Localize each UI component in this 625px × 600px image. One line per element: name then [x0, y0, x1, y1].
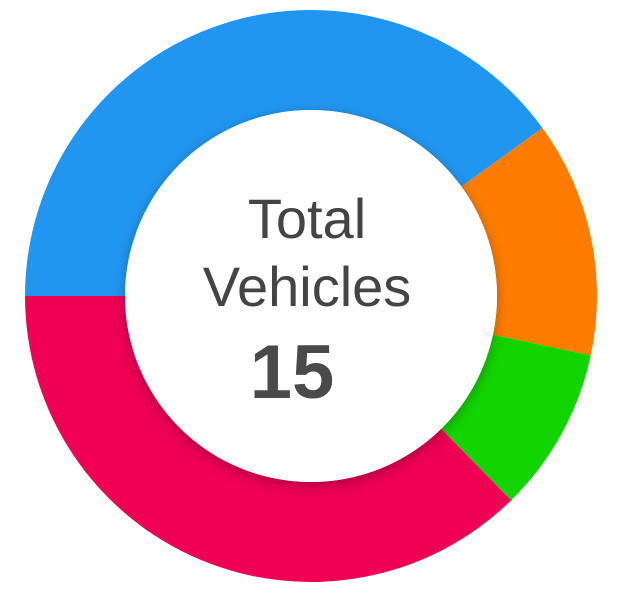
total-vehicles-value: 15 [250, 330, 335, 415]
donut-slice-1 [461, 127, 598, 356]
donut-slice-2 [441, 334, 591, 501]
donut-center-hole [125, 110, 497, 482]
donut-slice-0 [25, 10, 543, 297]
center-label-line1: Total [248, 187, 366, 250]
donut-slice-3 [25, 296, 512, 582]
donut-slices [25, 10, 598, 582]
center-label-line2: Vehicles [203, 255, 412, 318]
